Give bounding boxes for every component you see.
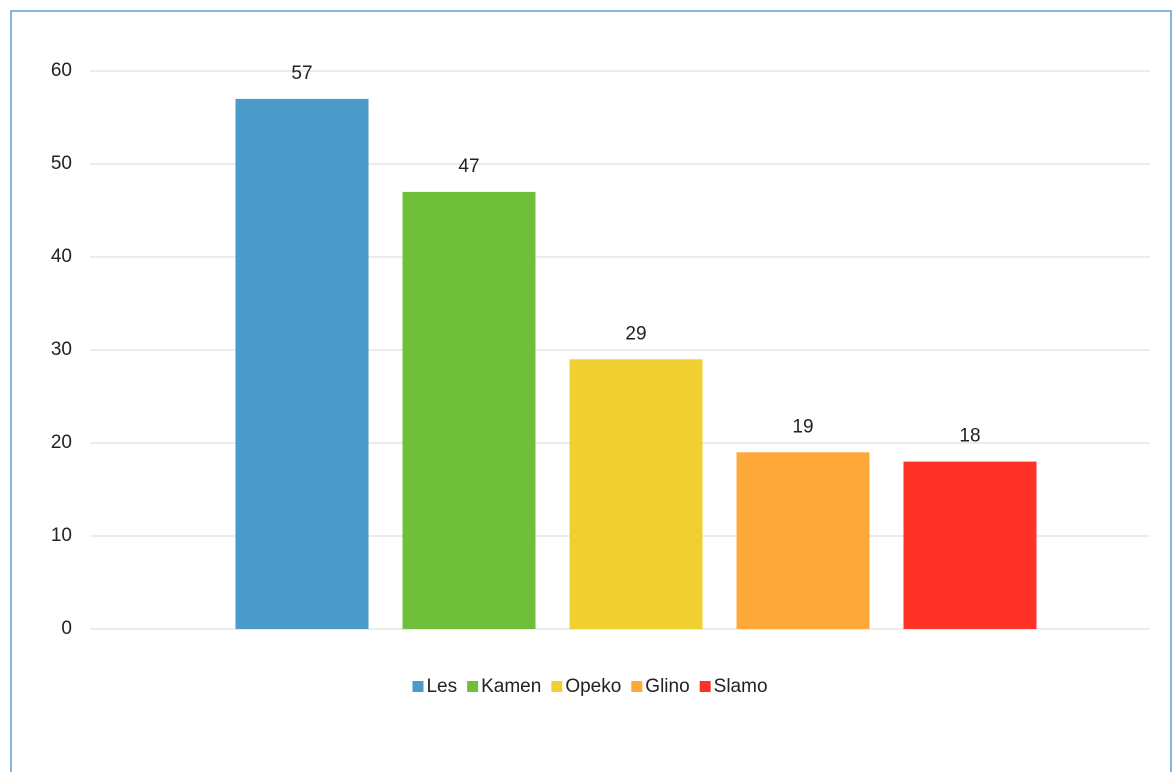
y-tick-label: 0: [61, 618, 72, 639]
legend-swatch: [412, 681, 424, 692]
bar: [235, 98, 369, 629]
legend-label: Slamo: [714, 676, 768, 697]
bar: [569, 359, 703, 629]
legend-label: Glino: [645, 676, 689, 697]
legend-swatch: [699, 681, 711, 692]
y-tick-label: 60: [51, 60, 72, 81]
y-tick-label: 20: [51, 432, 72, 453]
legend-label: Opeko: [565, 676, 621, 697]
bar: [402, 191, 536, 629]
bar: [736, 452, 870, 629]
legend-label: Kamen: [481, 676, 541, 697]
data-label: 57: [291, 63, 312, 84]
legend-swatch: [551, 681, 563, 692]
data-label: 18: [959, 426, 980, 447]
y-tick-label: 30: [51, 339, 72, 360]
legend-swatch: [631, 681, 643, 692]
data-label: 47: [458, 156, 479, 177]
y-tick-label: 10: [51, 525, 72, 546]
bar: [903, 461, 1037, 629]
legend-swatch: [467, 681, 479, 692]
data-label: 19: [792, 416, 813, 437]
y-tick-label: 50: [51, 153, 72, 174]
legend-label: Les: [426, 676, 457, 697]
y-tick-label: 40: [51, 246, 72, 267]
data-label: 29: [625, 323, 646, 344]
